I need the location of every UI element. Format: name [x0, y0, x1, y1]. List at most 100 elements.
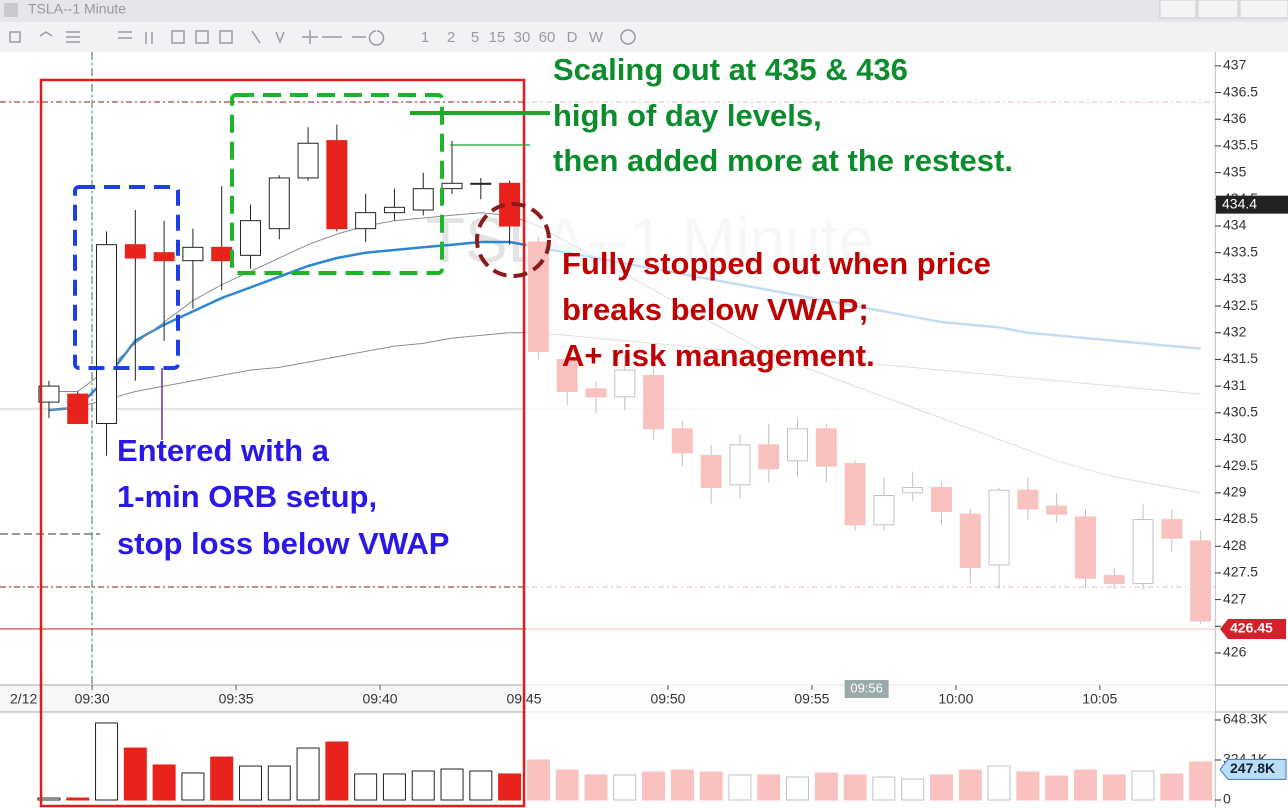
- crosshair-toggle[interactable]: [620, 29, 636, 45]
- annotation-text: then added more at the restest.: [553, 143, 1013, 178]
- volume-bar: [238, 765, 262, 801]
- y-tick-label: 430: [1223, 430, 1247, 446]
- timeframe-button[interactable]: 15: [489, 29, 506, 46]
- window-title: TSLA--1 Minute: [28, 1, 126, 17]
- volume-bar: [411, 770, 435, 801]
- y-tick-label: 428.5: [1223, 510, 1258, 526]
- title-bar: [0, 0, 1288, 22]
- y-tick-label: 426: [1223, 644, 1247, 660]
- trade-box: [39, 78, 526, 808]
- annotation-text: Fully stopped out when price: [562, 246, 991, 281]
- maximize-button[interactable]: [1197, 0, 1239, 19]
- x-tick-label: 09:40: [363, 691, 398, 707]
- y-tick-label: 428: [1223, 537, 1247, 553]
- volume-bar: [382, 773, 406, 801]
- volume-bar: [440, 768, 464, 801]
- annotation-text: Entered with a: [117, 433, 330, 468]
- candle-body: [441, 182, 463, 190]
- candle-body: [470, 182, 492, 185]
- volume-bar: [95, 722, 119, 801]
- scaling-box: [230, 93, 444, 275]
- window-icon: [4, 3, 18, 17]
- annotation-text: A+ risk management.: [562, 338, 875, 373]
- volume-tick-label: 648.3K: [1223, 711, 1268, 727]
- y-tick-label: 436.5: [1223, 83, 1258, 99]
- candle-body: [124, 244, 146, 259]
- y-tick-label: 431: [1223, 377, 1247, 393]
- timeframe-button[interactable]: 2: [447, 29, 455, 46]
- last-volume-label: 247.8K: [1230, 760, 1275, 776]
- y-tick-label: 436: [1223, 110, 1247, 126]
- y-tick-label: 433: [1223, 270, 1247, 286]
- candle-body: [182, 246, 204, 262]
- annotation-text: high of day levels,: [553, 98, 822, 133]
- candle-body: [383, 206, 405, 214]
- y-tick-label: 429: [1223, 484, 1247, 500]
- close-button[interactable]: [1239, 0, 1288, 19]
- y-tick-label: 431.5: [1223, 350, 1258, 366]
- last-price-label: 434.4: [1222, 195, 1257, 211]
- timeframe-buttons: 1 2 5 15 30 60 D W: [421, 29, 604, 46]
- candle-body: [239, 220, 261, 256]
- candle-body: [96, 244, 118, 424]
- volume-bar: [354, 773, 378, 801]
- volume-bar: [66, 797, 90, 801]
- y-tick-label: 433.5: [1223, 243, 1258, 259]
- crosshair-label: 09:56: [850, 680, 883, 695]
- candle-body: [67, 393, 89, 424]
- candle-body: [211, 246, 233, 262]
- annotation-text: 1-min ORB setup,: [117, 479, 377, 514]
- volume-bar: [296, 747, 320, 801]
- candle-body: [153, 252, 175, 262]
- volume-bar: [210, 756, 234, 801]
- volume-bar: [469, 770, 493, 801]
- y-tick-label: 432.5: [1223, 297, 1258, 313]
- volume-bar: [325, 741, 349, 801]
- entry-box: [73, 185, 180, 370]
- date-label: 2/12: [10, 691, 37, 707]
- annotation-text: stop loss below VWAP: [117, 526, 449, 561]
- toolbar: [0, 22, 1288, 52]
- y-tick-label: 427.5: [1223, 564, 1258, 580]
- candle-body: [412, 188, 434, 211]
- volume-tick-label: 0: [1223, 791, 1231, 807]
- y-tick-label: 437: [1223, 57, 1247, 73]
- y-tick-label: 429.5: [1223, 457, 1258, 473]
- y-tick-label: 432: [1223, 323, 1247, 339]
- annotation-text: breaks below VWAP;: [562, 292, 869, 327]
- timeframe-button[interactable]: 30: [514, 29, 531, 46]
- last-volume-marker: [1219, 758, 1287, 780]
- candle-body: [38, 385, 60, 403]
- candle-body: [297, 142, 319, 179]
- toolbar-icons: [9, 30, 385, 46]
- stop-price-label: 426.45: [1230, 620, 1273, 636]
- volume-bar: [123, 747, 147, 801]
- candle-body: [268, 177, 290, 230]
- x-tick-label: 10:00: [938, 691, 973, 707]
- last-price-marker: [1216, 195, 1288, 214]
- candle-body: [326, 140, 348, 230]
- x-tick-label: 10:05: [1082, 691, 1117, 707]
- x-tick-label: 09:55: [794, 691, 829, 707]
- x-tick-label: 09:35: [219, 691, 254, 707]
- timeframe-button[interactable]: D: [567, 29, 578, 46]
- y-tick-label: 435.5: [1223, 137, 1258, 153]
- stop-price-marker: [1220, 618, 1286, 639]
- minimize-button[interactable]: [1159, 0, 1197, 19]
- candle-body: [355, 212, 377, 230]
- price-axis-panel: [1215, 52, 1288, 808]
- timeframe-button[interactable]: 1: [421, 29, 429, 46]
- timeframe-button[interactable]: W: [589, 29, 604, 46]
- volume-bar: [498, 773, 522, 801]
- timeframe-button[interactable]: 60: [539, 29, 556, 46]
- x-tick-label: 09:30: [75, 691, 110, 707]
- y-tick-label: 435: [1223, 163, 1247, 179]
- timeframe-button[interactable]: 5: [471, 29, 479, 46]
- axis-layer: 437436.5436435.5435434.5434433.5433432.5…: [10, 57, 1288, 807]
- crosshair-label-box: [844, 680, 889, 698]
- volume-bar: [181, 772, 205, 801]
- volume-bar: [267, 765, 291, 801]
- y-tick-label: 434: [1223, 217, 1247, 233]
